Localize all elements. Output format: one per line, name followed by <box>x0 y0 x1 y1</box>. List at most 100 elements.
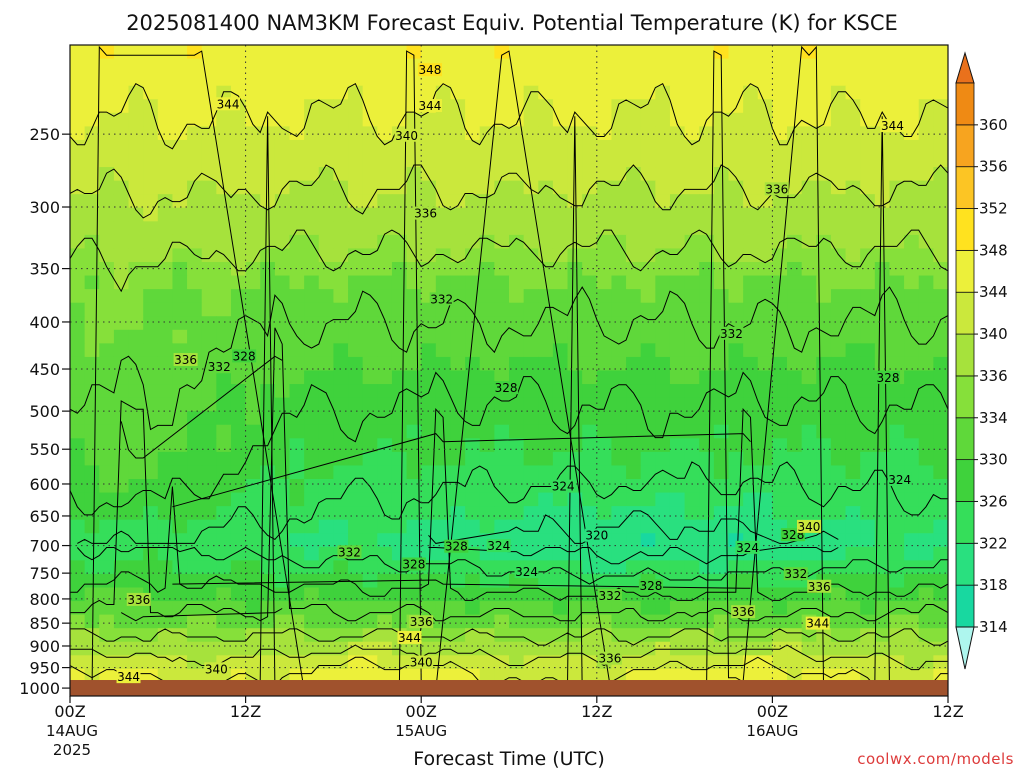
field-cell <box>362 370 378 385</box>
field-cell <box>406 465 422 480</box>
field-cell <box>816 546 832 561</box>
field-cell <box>596 343 613 358</box>
field-cell <box>479 479 495 494</box>
field-cell <box>348 99 364 114</box>
field-cell <box>845 479 861 494</box>
field-cell <box>626 262 642 277</box>
field-cell <box>230 641 247 656</box>
field-cell <box>933 424 948 439</box>
field-cell <box>362 248 378 263</box>
field-cell <box>918 180 934 195</box>
field-cell <box>538 384 554 399</box>
field-cell <box>421 153 437 168</box>
field-cell <box>84 289 100 304</box>
field-cell <box>611 628 627 643</box>
field-cell <box>70 234 86 250</box>
field-cell <box>918 302 934 317</box>
field-cell <box>918 411 934 426</box>
field-cell <box>113 479 130 494</box>
field-cell <box>421 546 437 561</box>
field-cell <box>494 248 510 263</box>
field-cell <box>538 139 554 155</box>
field-cell <box>772 248 788 263</box>
field-cell <box>435 126 452 141</box>
field-cell <box>230 126 247 141</box>
field-cell <box>640 221 656 236</box>
contour-line <box>120 355 283 459</box>
field-cell <box>918 58 934 73</box>
field-cell <box>230 601 247 616</box>
field-cell <box>904 194 920 209</box>
field-cell <box>904 45 920 60</box>
field-cell <box>509 533 525 548</box>
field-cell <box>801 262 817 277</box>
field-cell <box>801 112 817 127</box>
field-cell <box>684 167 700 182</box>
field-cell <box>757 628 773 643</box>
field-cell <box>509 126 525 141</box>
field-cell <box>582 248 598 263</box>
field-cell <box>874 194 891 209</box>
field-cell <box>523 139 539 155</box>
field-cell <box>377 655 393 670</box>
field-cell <box>450 329 466 344</box>
field-cell <box>889 424 905 439</box>
field-cell <box>830 289 847 304</box>
field-cell <box>889 329 905 344</box>
field-cell <box>904 546 920 561</box>
field-cell <box>860 614 876 629</box>
field-cell <box>348 411 364 426</box>
field-cell <box>801 668 817 684</box>
field-cell <box>274 126 291 141</box>
field-cell <box>523 438 539 453</box>
field-cell <box>172 370 188 385</box>
field-cell <box>523 546 539 561</box>
field-cell <box>362 343 378 358</box>
contour-label-backdrop <box>805 616 830 630</box>
field-cell <box>304 248 320 263</box>
field-cell <box>84 411 100 426</box>
field-cell <box>230 153 247 168</box>
contour-label: 340 <box>395 129 418 143</box>
field-cell <box>611 316 627 331</box>
field-cell <box>494 234 510 250</box>
field-cell <box>333 343 349 358</box>
field-cell <box>435 207 452 222</box>
field-cell <box>70 587 86 602</box>
field-cell <box>318 289 334 304</box>
field-cell <box>538 194 554 209</box>
field-cell <box>669 126 686 141</box>
field-cell <box>289 289 305 304</box>
field-cell <box>509 194 525 209</box>
field-cell <box>669 424 686 439</box>
field-cell <box>611 546 627 561</box>
field-cell <box>84 573 100 589</box>
field-cell <box>348 614 364 629</box>
field-cell <box>230 72 247 87</box>
field-cell <box>304 370 320 385</box>
field-cell <box>523 356 539 372</box>
field-cell <box>333 248 349 263</box>
field-cell <box>230 519 247 534</box>
field-cell <box>845 465 861 480</box>
field-cell <box>830 628 847 643</box>
field-cell <box>801 370 817 385</box>
contour-label-backdrop <box>486 539 511 553</box>
field-cell <box>230 329 247 344</box>
field-cell <box>552 45 569 60</box>
field-cell <box>187 546 203 561</box>
field-cell <box>728 424 744 439</box>
field-cell <box>787 370 803 385</box>
field-cell <box>333 465 349 480</box>
field-cell <box>479 424 495 439</box>
y-tick-label: 600 <box>29 475 60 494</box>
field-cell <box>245 329 261 344</box>
field-cell <box>289 384 305 399</box>
field-cell <box>201 139 217 155</box>
field-cell <box>391 112 408 127</box>
field-cell <box>889 573 905 589</box>
field-cell <box>421 126 437 141</box>
field-cell <box>860 506 876 521</box>
field-cell <box>157 384 174 399</box>
field-cell <box>669 465 686 480</box>
